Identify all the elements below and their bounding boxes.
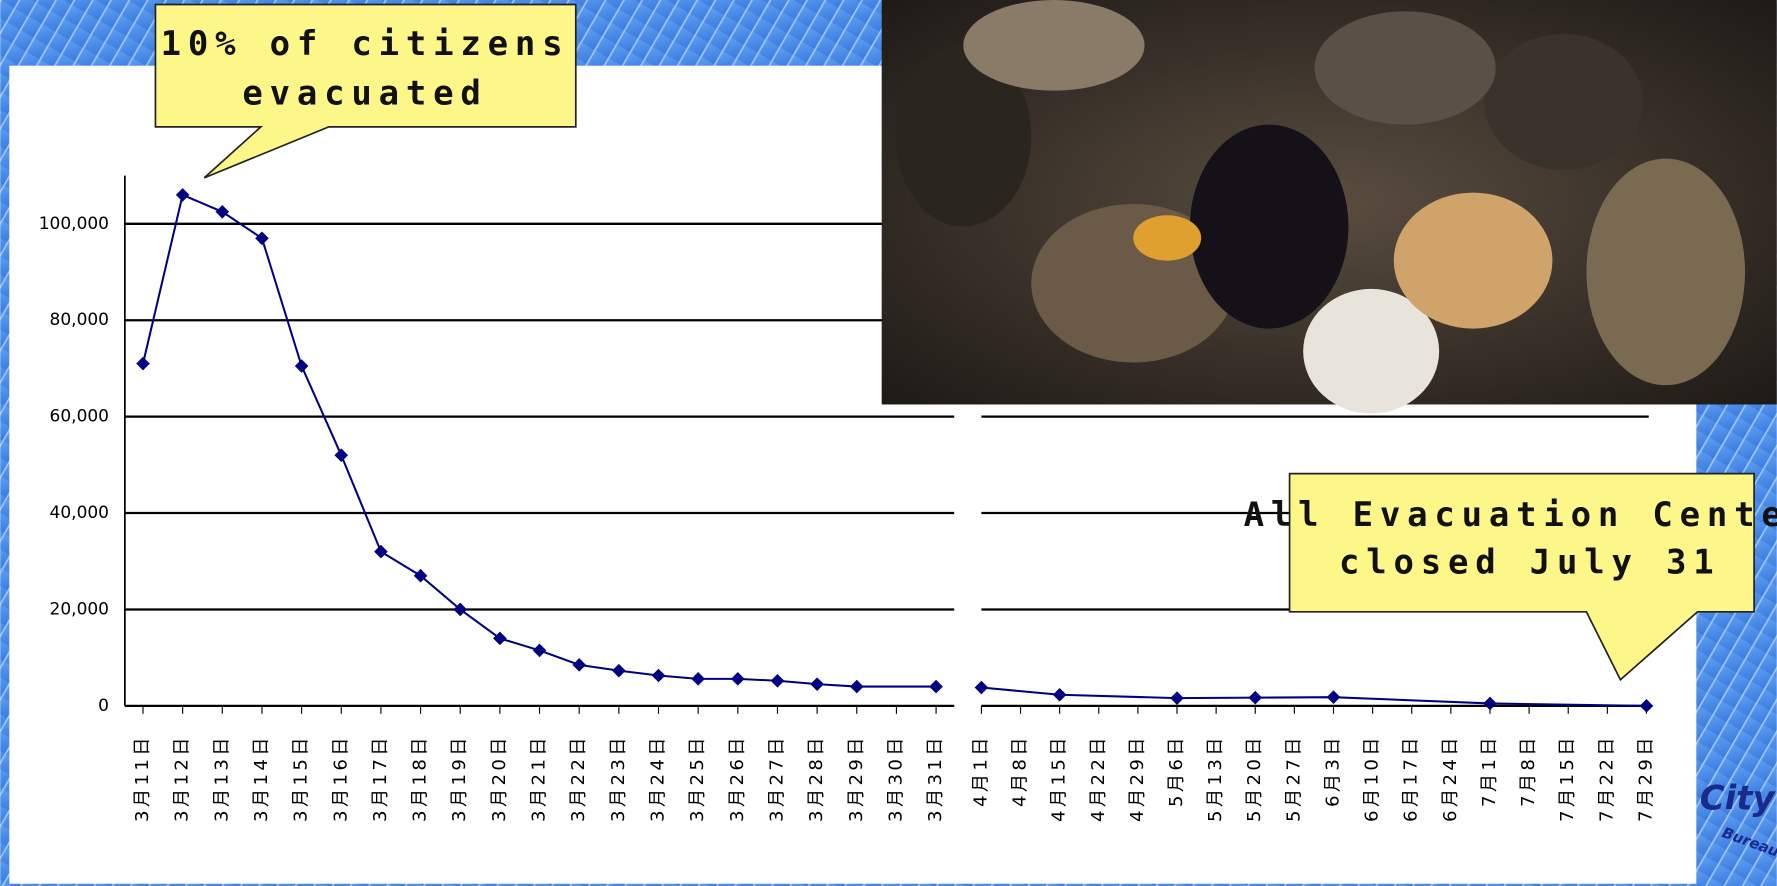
callout-text: evacuated bbox=[242, 74, 487, 114]
y-tick-label: 80,000 bbox=[50, 310, 109, 330]
x-tick-label: 5月6日 bbox=[1166, 734, 1187, 807]
logo-name: City bbox=[1700, 778, 1777, 818]
x-tick-label: 7月8日 bbox=[1518, 734, 1539, 807]
callout-text: All Evacuation Center bbox=[1244, 495, 1777, 535]
x-tick-label: 3月30日 bbox=[885, 734, 906, 822]
marker bbox=[294, 359, 309, 373]
x-tick-label: 3月26日 bbox=[727, 734, 748, 822]
marker bbox=[651, 668, 666, 683]
x-tick-label: 5月27日 bbox=[1283, 734, 1304, 822]
marker bbox=[1248, 690, 1263, 705]
marker bbox=[532, 643, 547, 658]
marker bbox=[691, 672, 705, 686]
marker bbox=[810, 677, 824, 691]
marker bbox=[770, 673, 785, 688]
x-tick-label: 7月22日 bbox=[1596, 734, 1617, 822]
y-tick-label: 0 bbox=[98, 696, 109, 716]
marker bbox=[1052, 687, 1067, 702]
x-tick-label: 3月14日 bbox=[251, 734, 272, 822]
x-tick-label: 4月29日 bbox=[1127, 734, 1148, 822]
x-tick-label: 5月13日 bbox=[1205, 734, 1226, 822]
x-tick-label: 5月20日 bbox=[1244, 734, 1265, 822]
x-tick-label: 4月1日 bbox=[970, 734, 991, 807]
x-tick-label: 4月22日 bbox=[1088, 734, 1109, 822]
x-tick-label: 6月10日 bbox=[1362, 734, 1383, 822]
x-tick-label: 7月29日 bbox=[1635, 734, 1656, 822]
x-tick-label: 6月3日 bbox=[1322, 734, 1343, 807]
x-tick-label: 3月29日 bbox=[846, 734, 867, 822]
x-tick-label: 3月28日 bbox=[806, 734, 827, 822]
y-tick-label: 100,000 bbox=[39, 214, 109, 234]
x-tick-label: 7月15日 bbox=[1557, 734, 1578, 822]
marker bbox=[493, 631, 507, 646]
x-tick-label: 7月1日 bbox=[1479, 734, 1500, 807]
marker bbox=[136, 356, 150, 371]
photo bbox=[881, 0, 1777, 414]
y-tick-label: 40,000 bbox=[50, 503, 109, 523]
x-tick-label: 3月27日 bbox=[766, 734, 787, 822]
marker bbox=[334, 448, 349, 462]
marker bbox=[1326, 690, 1341, 704]
x-tick-label: 6月24日 bbox=[1440, 734, 1461, 822]
marker bbox=[413, 568, 428, 583]
marker bbox=[453, 602, 468, 617]
marker bbox=[572, 658, 586, 672]
marker bbox=[215, 204, 230, 219]
x-tick-label: 3月22日 bbox=[568, 734, 589, 822]
marker bbox=[974, 680, 989, 695]
x-tick-label: 3月24日 bbox=[648, 734, 669, 822]
x-tick-label: 3月21日 bbox=[529, 734, 550, 822]
x-tick-label: 3月13日 bbox=[211, 734, 232, 822]
marker bbox=[1170, 691, 1184, 705]
x-tick-label: 3月25日 bbox=[687, 734, 708, 822]
marker bbox=[1483, 696, 1497, 711]
marker bbox=[1639, 699, 1654, 713]
x-tick-label: 3月20日 bbox=[489, 734, 510, 822]
callout: All Evacuation Center closed July 31 bbox=[1244, 472, 1777, 682]
callout-text: 10% of citizens bbox=[161, 24, 570, 64]
x-tick-label: 3月17日 bbox=[370, 734, 391, 822]
x-tick-label: 3月15日 bbox=[291, 734, 312, 822]
x-tick-label: 4月8日 bbox=[1010, 734, 1031, 807]
x-tick-label: 3月18日 bbox=[410, 734, 431, 822]
x-tick-label: 3月31日 bbox=[925, 734, 946, 822]
x-tick-label: 4月15日 bbox=[1049, 734, 1070, 822]
x-tick-label: 3月23日 bbox=[608, 734, 629, 822]
y-tick-label: 20,000 bbox=[50, 599, 109, 619]
marker bbox=[849, 679, 864, 694]
marker bbox=[929, 679, 943, 694]
callout: 10% of citizens evacuated bbox=[154, 3, 577, 179]
x-tick-label: 3月19日 bbox=[449, 734, 470, 822]
x-tick-label: 3月12日 bbox=[172, 734, 193, 822]
marker bbox=[374, 544, 388, 559]
callout-text: closed July 31 bbox=[1339, 543, 1720, 583]
x-tick-label: 6月17日 bbox=[1401, 734, 1422, 822]
line bbox=[141, 193, 937, 688]
x-tick-label: 3月11日 bbox=[132, 734, 153, 822]
marker bbox=[612, 663, 626, 678]
x-tick-label: 3月16日 bbox=[330, 734, 351, 822]
marker bbox=[731, 672, 745, 686]
y-tick-label: 60,000 bbox=[50, 407, 109, 427]
chart: 0 20,000 40,000 60,000 80,000 100,000 3月11日 3月1… bbox=[39, 175, 1656, 822]
